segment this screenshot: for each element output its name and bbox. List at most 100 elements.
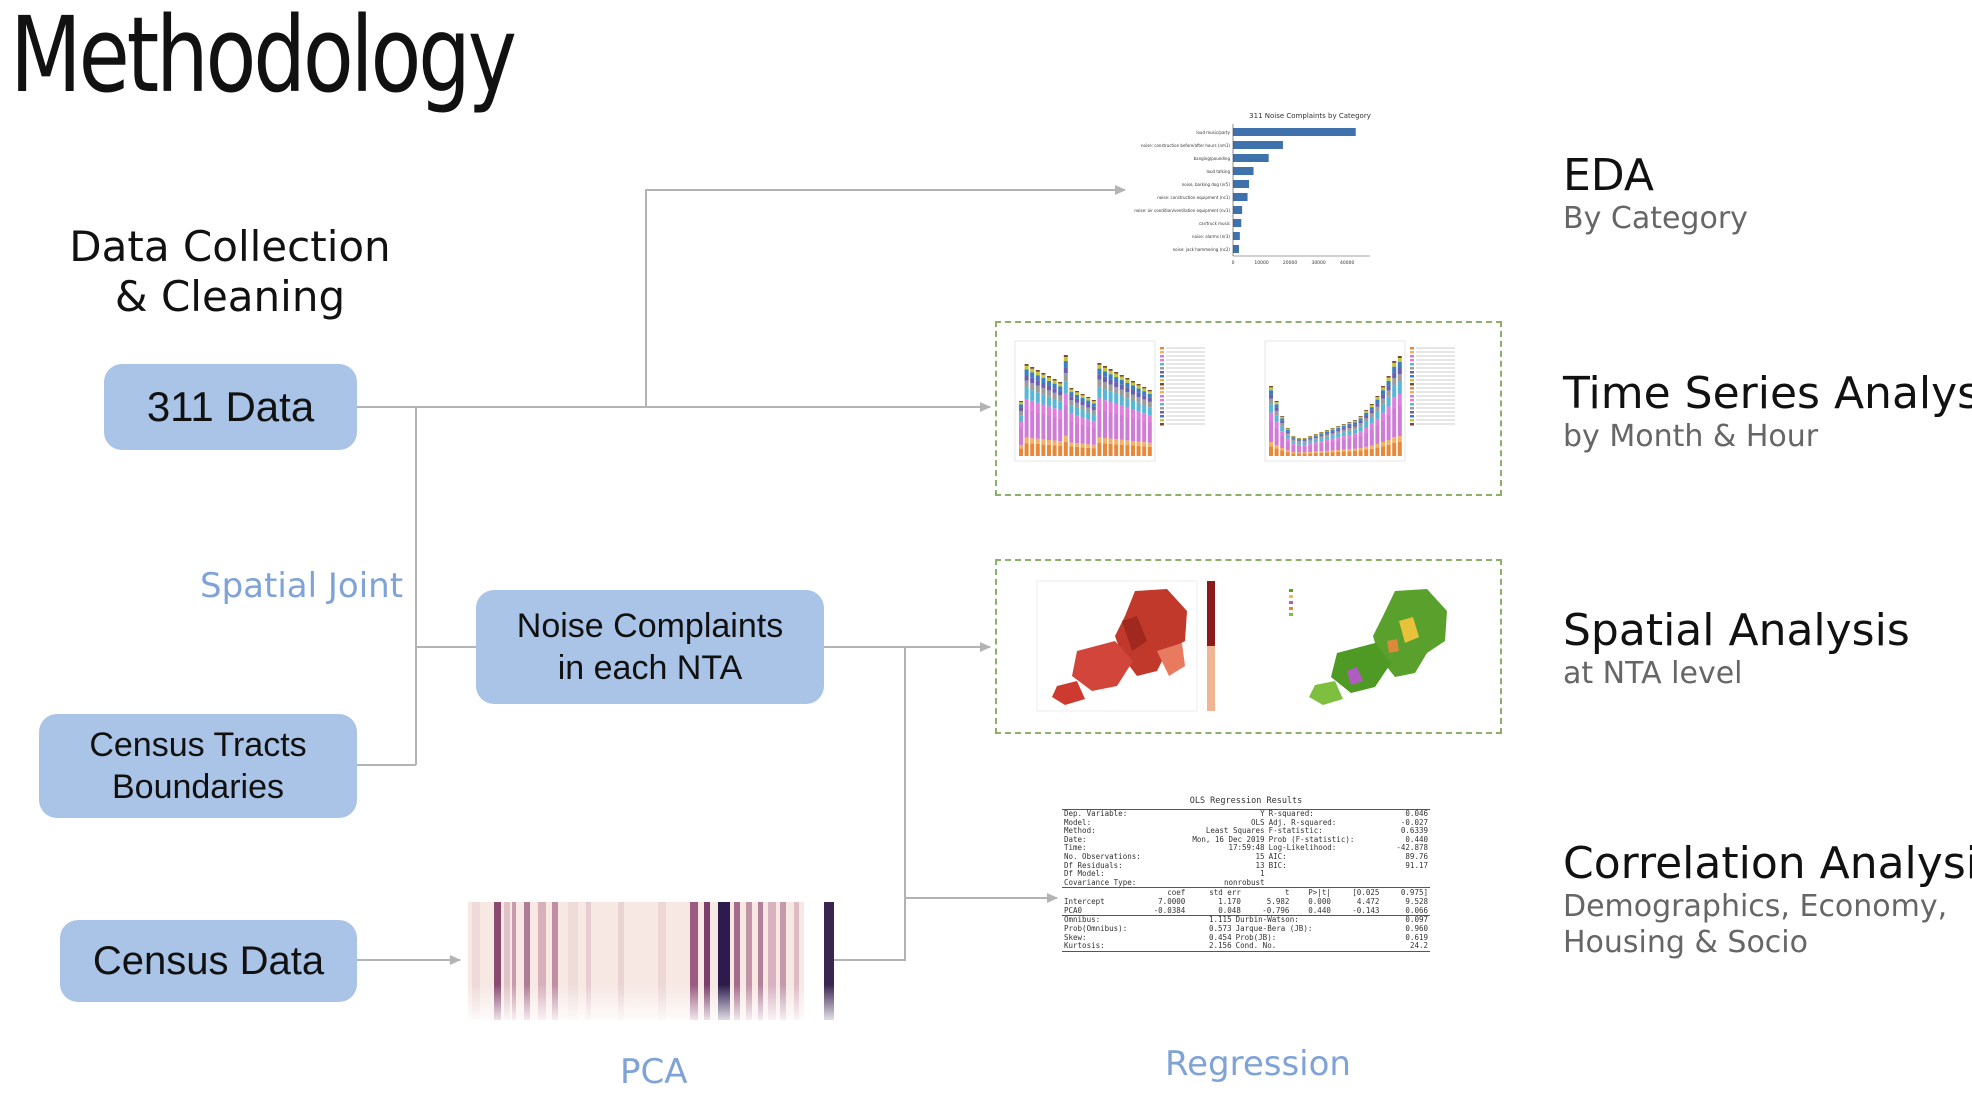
spatial-frame — [995, 559, 1502, 734]
regression-cell: 0.454 — [1209, 932, 1232, 942]
regression-diagnostics: Omnibus: 1.115 Durbin-Watson: 0.097 Prob(Omn… — [1062, 916, 1430, 950]
eda-bar — [1233, 180, 1249, 188]
output-spatial-title: Spatial Analysis — [1563, 605, 1910, 656]
eda-bar — [1233, 245, 1239, 253]
regression-cell: nonrobust — [1223, 877, 1265, 887]
table-row: Date: Mon, 16 Dec 2019 Prob (F-statistic):… — [1062, 834, 1430, 845]
spatial-joint-label: Spatial Joint — [200, 566, 404, 606]
regression-cell: 0.046 — [1405, 809, 1428, 818]
eda-bar — [1233, 167, 1254, 175]
regression-cell: Dep. Variable: — [1064, 809, 1128, 818]
table-row: Intercept 7.0000 1.170 5.982 0.000 4.472 9.528 — [1062, 897, 1430, 906]
regression-cell: coef — [1167, 888, 1186, 898]
regression-cell: Skew: — [1064, 932, 1087, 942]
box-311-data: 311 Data — [104, 364, 357, 450]
output-time-series-subtitle: by Month & Hour — [1563, 419, 1819, 454]
eda-bar — [1233, 219, 1242, 227]
regression-cell: Omnibus: — [1064, 915, 1101, 925]
regression-cell: 0.440 — [1308, 906, 1331, 916]
regression-cell: BIC: — [1268, 860, 1287, 870]
table-row: Kurtosis: 2.156 Cond. No. 24.2 — [1062, 942, 1430, 951]
regression-cell: -42.878 — [1396, 843, 1428, 853]
regression-table: OLS Regression Results Dep. Variable: Y R-… — [1062, 796, 1430, 992]
regression-cell: 0.960 — [1405, 923, 1428, 933]
regression-cell: OLS — [1251, 817, 1265, 827]
eda-bar — [1233, 206, 1243, 214]
cluster-map — [1287, 581, 1467, 711]
eda-category-label: loud music/party — [1196, 130, 1230, 135]
data-collection-line2: & Cleaning — [114, 272, 346, 321]
regression-cell: Time: — [1064, 843, 1087, 853]
table-row: Df Residuals: 13 BIC: 91.17 — [1062, 860, 1430, 871]
regression-title: OLS Regression Results — [1189, 796, 1303, 806]
noise-choropleth-map — [1036, 580, 1215, 712]
regression-cell: 4.472 — [1356, 897, 1380, 907]
regression-cell: Kurtosis: — [1064, 941, 1105, 951]
data-collection-line1: Data Collection — [69, 222, 391, 271]
regression-cell: Log-Likelihood: — [1268, 843, 1337, 853]
regression-cell — [1384, 870, 1430, 879]
eda-chart-container: 311 Noise Complaints by Category loud mu… — [1130, 108, 1382, 268]
eda-bar — [1233, 128, 1356, 136]
table-row: coef std err t P>|t| [0.025 0.975] — [1062, 888, 1430, 897]
box-census-tracts: Census Tracts Boundaries — [39, 714, 357, 818]
regression-cell: 1.115 — [1209, 915, 1232, 925]
table-row: Skew: 0.454 Prob(JB): 0.619 — [1062, 932, 1430, 943]
eda-bar — [1233, 154, 1269, 162]
regression-label: Regression — [1165, 1044, 1351, 1084]
table-row: Time: 17:59:48 Log-Likelihood: -42.878 — [1062, 844, 1430, 853]
regression-cell: Cond. No. — [1235, 941, 1277, 951]
table-row: Model: OLS Adj. R-squared: -0.027 — [1062, 817, 1430, 828]
time-series-frame — [995, 321, 1502, 496]
regression-coefficients: coef std err t P>|t| [0.025 0.975] Intercept 7.… — [1062, 888, 1430, 915]
census-tracts-line1: Census Tracts — [89, 726, 307, 764]
table-row: No. Observations: 15 AIC: 89.76 — [1062, 851, 1430, 862]
eda-category-label: noise: construction equipment (nc1) — [1157, 195, 1230, 200]
regression-cell: Prob (F-statistic): — [1268, 834, 1355, 844]
regression-cell: 5.982 — [1266, 897, 1290, 907]
box-311-data-label: 311 Data — [146, 383, 315, 430]
eda-chart-title: 311 Noise Complaints by Category — [1249, 112, 1371, 120]
regression-cell: -0.143 — [1352, 906, 1380, 916]
regression-cell: 0.066 — [1405, 906, 1428, 916]
table-row: Omnibus: 1.115 Durbin-Watson: 0.097 — [1062, 916, 1430, 925]
eda-tick-label: 20000 — [1283, 260, 1297, 266]
spatial-maps — [1036, 580, 1467, 712]
regression-cell: Prob(Omnibus): — [1064, 923, 1128, 933]
table-row: Prob(Omnibus): 0.573 Jarque-Bera (JB): 0.96… — [1062, 923, 1430, 934]
regression-cell: std err — [1209, 888, 1241, 898]
eda-chart: 311 Noise Complaints by Category loud mu… — [1134, 112, 1371, 266]
regression-cell: 24.2 — [1409, 941, 1428, 951]
output-correlation-subtitle-1: Demographics, Economy, — [1563, 889, 1948, 924]
box-census-data: Census Data — [60, 920, 357, 1002]
eda-category-label: noise: alarms (nr3) — [1192, 234, 1230, 239]
regression-cell: 0.6339 — [1400, 826, 1428, 836]
noise-nta-line2: in each NTA — [557, 649, 743, 687]
regression-cell: -0.0384 — [1153, 906, 1186, 916]
census-data-label: Census Data — [92, 938, 325, 983]
regression-cell: PCA0 — [1064, 906, 1083, 916]
output-spatial: Spatial Analysis at NTA level — [1563, 605, 1910, 692]
eda-tick-label: 40000 — [1340, 260, 1354, 266]
output-correlation-subtitle-2: Housing & Socio — [1563, 925, 1808, 960]
regression-cell — [1267, 879, 1384, 888]
output-time-series: Time Series Analysis by Month & Hour — [1563, 368, 1972, 455]
output-correlation-title: Correlation Analysis — [1563, 838, 1972, 889]
eda-bar — [1233, 193, 1248, 201]
eda-category-label: noise: construction before/after hours (… — [1141, 143, 1230, 148]
regression-cell: 0.000 — [1308, 897, 1331, 907]
regression-cell: Adj. R-squared: — [1268, 817, 1337, 827]
output-eda-subtitle: By Category — [1563, 201, 1748, 236]
regression-cell: 1.170 — [1218, 897, 1241, 907]
regression-cell: Model: — [1064, 817, 1092, 827]
table-row: Method: Least Squares F-statistic: 0.6339 — [1062, 827, 1430, 836]
regression-cell: [0.025 — [1352, 888, 1380, 898]
eda-category-label: loud talking — [1206, 169, 1230, 174]
regression-cell: AIC: — [1268, 851, 1287, 861]
eda-category-label: noise, barking dog (nr5) — [1182, 182, 1231, 187]
table-row: Dep. Variable: Y R-squared: 0.046 — [1062, 809, 1430, 819]
regression-cell: 7.0000 — [1158, 897, 1186, 907]
regression-cell: 9.528 — [1405, 897, 1428, 907]
arrow-311-to-eda — [645, 185, 1126, 407]
